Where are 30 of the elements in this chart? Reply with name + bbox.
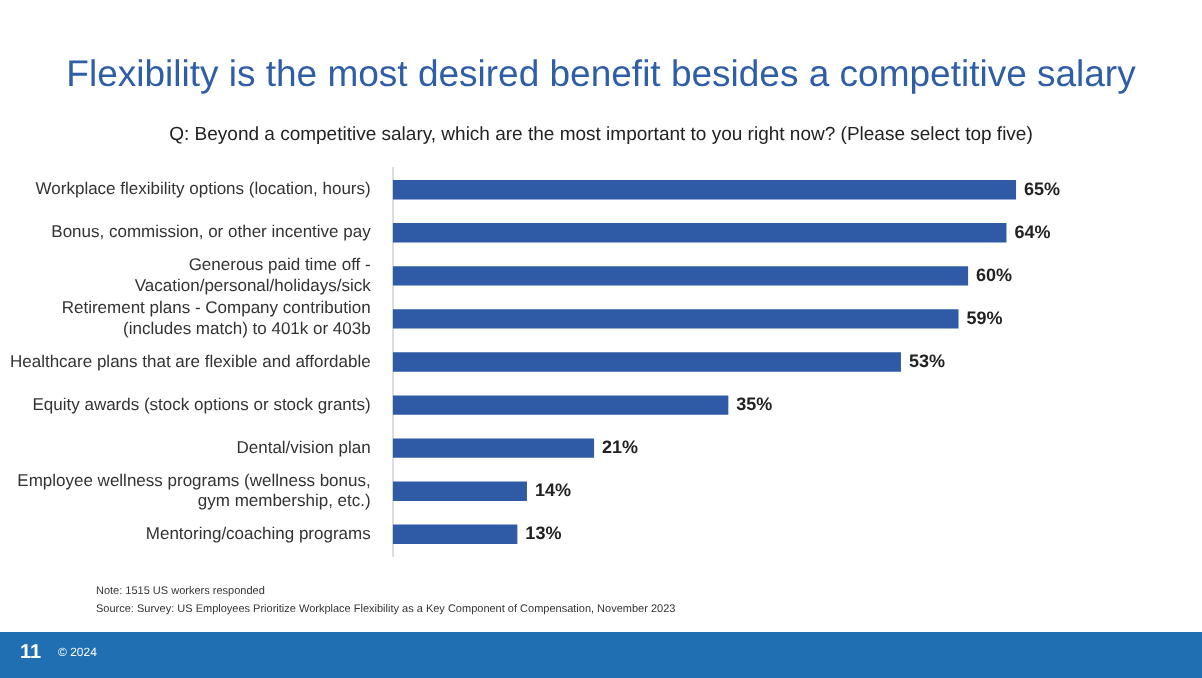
bar — [392, 481, 527, 501]
y-tick-label: Mentoring/coaching programs — [145, 522, 371, 543]
bar — [392, 180, 1017, 200]
chart-title: Flexibility is the most desired benefit besides a competitive salary — [64, 52, 1138, 96]
data-label: 35% — [736, 394, 773, 415]
data-label: 13% — [525, 523, 562, 544]
data-label: 59% — [966, 307, 1003, 328]
y-tick-label: Healthcare plans that are flexible and affordable — [9, 350, 372, 371]
y-tick-label: Dental/vision plan — [236, 436, 372, 457]
y-tick-label: Employee wellness programs (wellness bonus, gym membership, etc.) — [17, 469, 372, 511]
bar — [392, 352, 901, 372]
y-tick-label: Retirement plans - Company contribution (includes match) to 401k or 403b — [61, 297, 372, 338]
bar — [392, 309, 959, 329]
data-label: 60% — [976, 264, 1013, 285]
bar — [392, 524, 518, 544]
y-tick-label: Workplace flexibility options (location, hours) — [35, 178, 372, 199]
data-label: 65% — [1024, 178, 1061, 199]
bar — [392, 266, 969, 286]
data-label: 21% — [602, 437, 639, 458]
bar — [392, 223, 1007, 243]
y-tick-label: Equity awards (stock options or stock grants) — [32, 393, 372, 414]
bar — [392, 395, 729, 415]
text: 11 — [20, 642, 42, 664]
data-label: 14% — [534, 480, 571, 501]
bar — [392, 438, 595, 458]
chart-subtitle: Q: Beyond a competitive salary, which are the most important to you right now? (Please select top five) — [167, 124, 1035, 146]
y-tick-label: Generous paid time off - Vacation/personal/holidays/sick — [134, 254, 373, 295]
data-label: 64% — [1014, 221, 1051, 242]
data-label: 53% — [908, 350, 945, 371]
y-tick-label: Bonus, commission, or other incentive pay — [51, 221, 373, 242]
